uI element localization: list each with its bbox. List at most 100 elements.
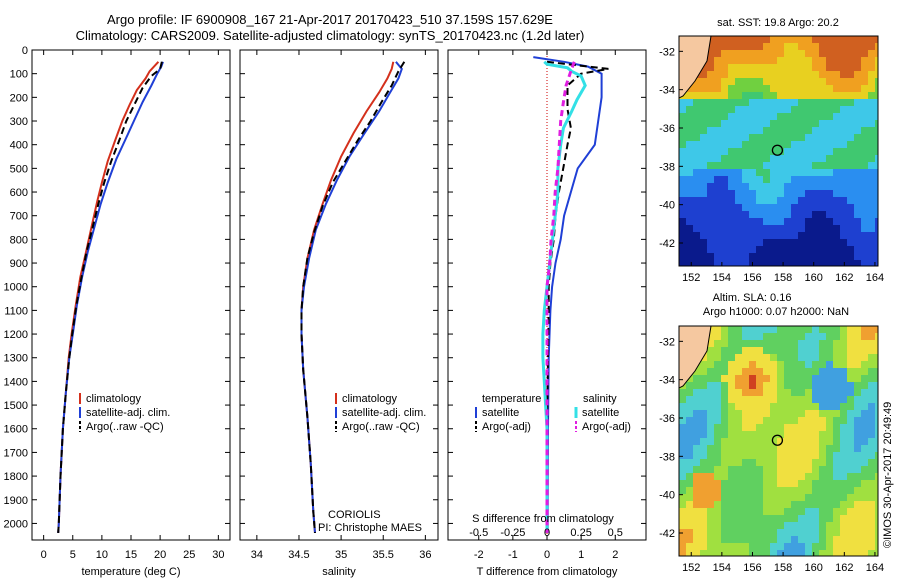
map-cell <box>805 120 812 127</box>
map-cell <box>749 501 756 508</box>
y-tick-label: 300 <box>10 116 28 128</box>
map-cell <box>707 183 714 190</box>
map-cell <box>721 127 728 134</box>
map-cell <box>798 43 805 50</box>
map-cell <box>868 106 875 113</box>
map-cell <box>784 183 791 190</box>
map-cell <box>875 120 878 127</box>
map-cell <box>805 92 812 99</box>
map-cell <box>756 494 763 501</box>
y-tick-label: 2000 <box>4 518 28 530</box>
map-cell <box>707 134 714 141</box>
map-cell <box>679 417 686 424</box>
y-tick-label: 500 <box>10 163 28 175</box>
map-cell <box>875 99 878 106</box>
map-cell <box>763 543 770 550</box>
map-cell <box>875 368 878 375</box>
map-cell <box>875 71 878 78</box>
map-cell <box>777 550 784 556</box>
map-cell <box>728 239 735 246</box>
map-cell <box>805 522 812 529</box>
map-cell <box>777 155 784 162</box>
map-cell <box>777 473 784 480</box>
map-cell <box>791 508 798 515</box>
legend-label: Argo(..raw -QC) <box>86 421 164 433</box>
map-cell <box>875 92 878 99</box>
map-cell <box>812 361 819 368</box>
map-cell <box>833 403 840 410</box>
x-tick-label: 34.5 <box>288 549 309 561</box>
map-cell <box>819 92 826 99</box>
map-cell <box>868 487 875 494</box>
map-cell <box>728 64 735 71</box>
map-cell <box>756 445 763 452</box>
map-cell <box>819 403 826 410</box>
map-cell <box>728 382 735 389</box>
map-cell <box>861 169 868 176</box>
y-tick-label: 1300 <box>4 353 28 365</box>
map-cell <box>826 232 833 239</box>
map-cell <box>700 382 707 389</box>
map-cell <box>721 529 728 536</box>
map-cell <box>784 36 791 43</box>
map-cell <box>798 382 805 389</box>
map-cell <box>805 424 812 431</box>
map-cell <box>707 515 714 522</box>
y-tick-label: 1900 <box>4 495 28 507</box>
map-cell <box>847 494 854 501</box>
map-cell <box>812 382 819 389</box>
map-cell <box>868 550 875 556</box>
map-cell <box>805 389 812 396</box>
legend-label: satellite-adj. clim. <box>86 407 170 419</box>
map-cell <box>728 347 735 354</box>
map-cell <box>707 417 714 424</box>
map-cell <box>679 522 686 529</box>
map-cell <box>805 155 812 162</box>
map-cell <box>819 99 826 106</box>
map-cell <box>798 487 805 494</box>
map-cell <box>770 71 777 78</box>
plot-frame-salinity <box>239 49 439 541</box>
map-cell <box>826 494 833 501</box>
map-cell <box>756 375 763 382</box>
map-cell <box>798 85 805 92</box>
map-cell <box>847 190 854 197</box>
map-cell <box>826 368 833 375</box>
map-cell <box>749 543 756 550</box>
map-cell <box>798 529 805 536</box>
map-cell <box>707 239 714 246</box>
map-cell <box>791 501 798 508</box>
map-cell <box>749 452 756 459</box>
map-cell <box>791 410 798 417</box>
map-cell <box>714 347 721 354</box>
map-cell <box>819 515 826 522</box>
y-tick-label: 1600 <box>4 424 28 436</box>
map-cell <box>679 106 686 113</box>
map-cell <box>854 190 861 197</box>
map-cell <box>721 141 728 148</box>
map-cell <box>854 536 861 543</box>
map-cell <box>861 127 868 134</box>
map-cell <box>693 120 700 127</box>
map-cell <box>840 326 847 333</box>
map-cell <box>721 550 728 556</box>
map-cell <box>875 480 878 487</box>
map-cell <box>861 36 868 43</box>
map-cell <box>700 134 707 141</box>
map-cell <box>693 550 700 556</box>
map-cell <box>791 183 798 190</box>
map-cell <box>791 522 798 529</box>
map-cell <box>693 466 700 473</box>
map-cell <box>763 197 770 204</box>
map-cell <box>679 445 686 452</box>
map-cell <box>840 466 847 473</box>
map-cell <box>861 78 868 85</box>
map-cell <box>777 85 784 92</box>
map-cell <box>833 239 840 246</box>
map-cell <box>861 480 868 487</box>
map-cell <box>868 120 875 127</box>
map-cell <box>826 410 833 417</box>
x-tick-label: 10 <box>96 549 108 561</box>
map-cell <box>791 466 798 473</box>
map-cell <box>826 347 833 354</box>
